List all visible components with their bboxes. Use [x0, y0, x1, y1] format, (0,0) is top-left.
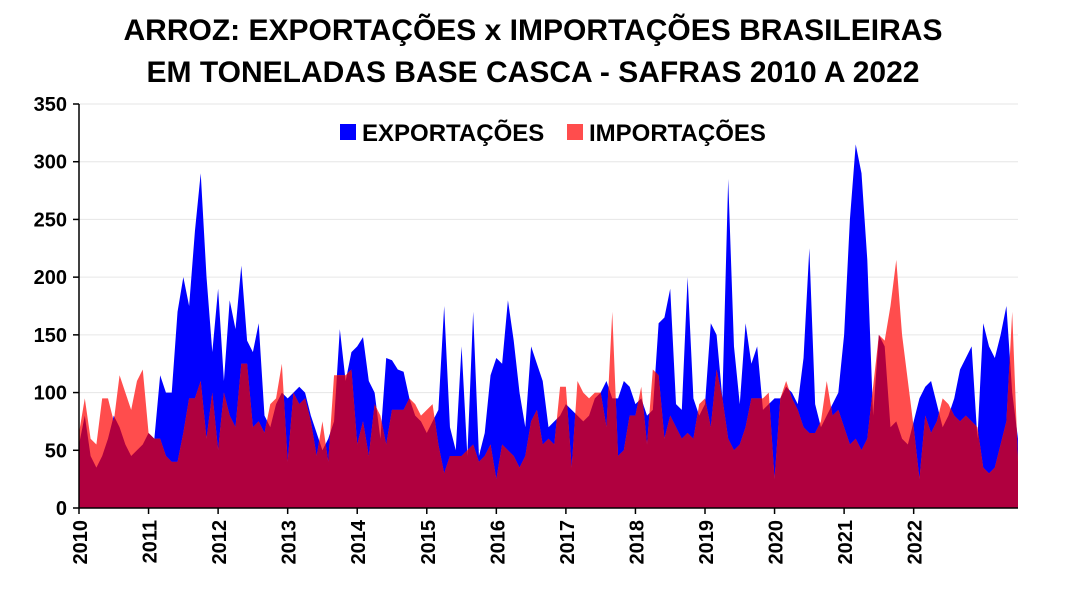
overlap-area	[79, 259, 1018, 508]
x-tick-label: 2011	[140, 520, 162, 563]
y-tick-label: 150	[34, 325, 67, 347]
legend-label-exportacoes: EXPORTAÇÕES	[362, 119, 544, 147]
x-tick-label: 2010	[70, 520, 92, 565]
axes	[78, 104, 1018, 509]
y-tick-label: 300	[34, 152, 67, 174]
y-axis-ticks: 0 50 100 150 200 250 300 350	[34, 94, 79, 520]
legend-swatch-exportacoes	[340, 124, 356, 140]
chart-title: ARROZ: EXPORTAÇÕES x IMPORTAÇÕES BRASILE…	[123, 14, 943, 47]
y-tick-label: 200	[34, 267, 67, 289]
x-axis-ticks: 2010 2011 2012 2013 2014 2015 2016 2017 2018 2019…	[70, 508, 927, 565]
legend: EXPORTAÇÕES IMPORTAÇÕES	[340, 119, 766, 147]
x-tick-label: 2014	[348, 519, 370, 564]
x-tick-label: 2012	[209, 520, 231, 565]
y-tick-label: 0	[56, 498, 67, 520]
plot-areas	[79, 144, 1018, 508]
x-tick-label: 2021	[835, 520, 857, 565]
chart-subtitle: EM TONELADAS BASE CASCA - SAFRAS 2010 A …	[146, 56, 920, 89]
y-tick-label: 350	[34, 94, 67, 116]
x-tick-label: 2013	[279, 520, 301, 565]
y-tick-label: 100	[34, 383, 67, 405]
x-tick-label: 2022	[905, 520, 927, 565]
legend-swatch-importacoes	[567, 124, 583, 140]
legend-label-importacoes: IMPORTAÇÕES	[589, 119, 766, 147]
x-tick-label: 2015	[418, 520, 440, 565]
x-tick-label: 2020	[766, 520, 788, 565]
y-tick-label: 50	[45, 440, 67, 462]
x-tick-label: 2019	[696, 520, 718, 565]
x-tick-label: 2018	[626, 520, 648, 565]
x-tick-label: 2016	[487, 520, 509, 565]
y-tick-label: 250	[34, 209, 67, 231]
x-tick-label: 2017	[557, 520, 579, 565]
